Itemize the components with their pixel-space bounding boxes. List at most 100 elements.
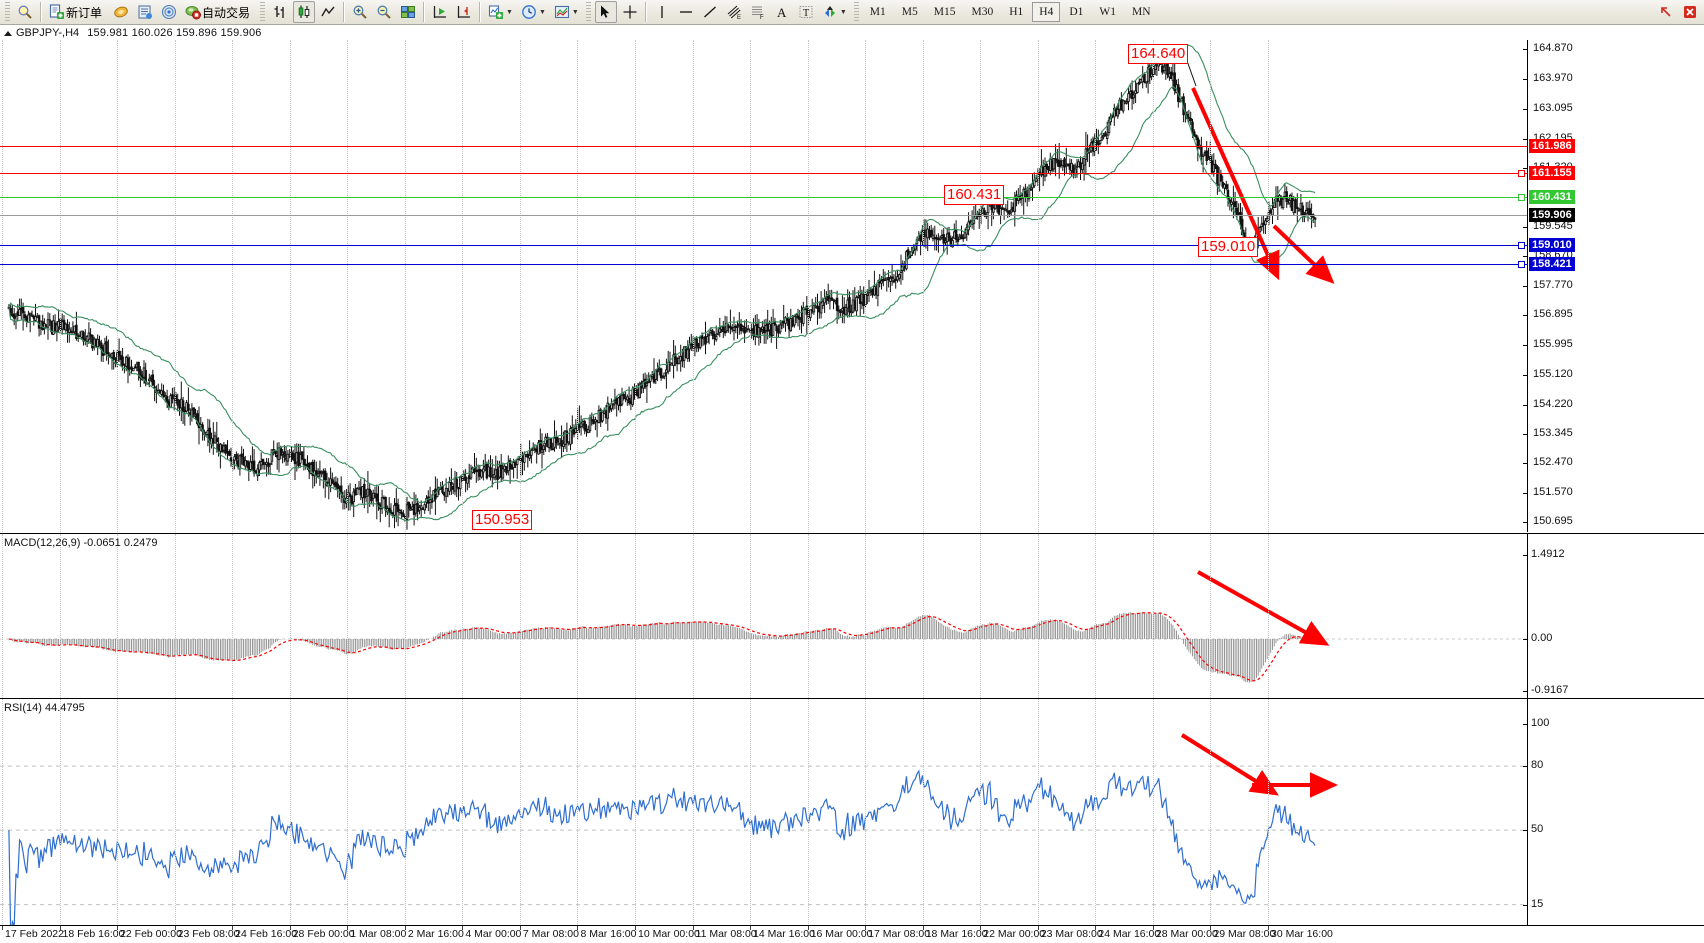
timeframe-w1[interactable]: W1 <box>1099 6 1117 18</box>
price-level-handle[interactable] <box>1518 194 1525 202</box>
fibonacci-tool-button[interactable]: F <box>747 1 769 23</box>
candlestick-chart-button[interactable] <box>293 1 316 23</box>
toolbar-grip-4[interactable] <box>853 2 859 22</box>
price-level-line-159.906[interactable] <box>0 214 1527 216</box>
timeframe-m5[interactable]: M5 <box>901 6 918 18</box>
timeframe-mn[interactable]: MN <box>1132 6 1151 18</box>
text-label-icon: T <box>798 4 814 20</box>
line-chart-button[interactable] <box>317 1 339 23</box>
macd-axis-tick <box>1523 690 1527 692</box>
text-label-tool-button[interactable]: T <box>795 1 817 23</box>
chart-shift-button[interactable] <box>453 1 475 23</box>
terminal-button[interactable] <box>134 1 156 23</box>
crosshair-icon <box>622 4 638 20</box>
collapse-triangle-icon[interactable] <box>4 30 12 36</box>
price-chart-pane[interactable]: 164.870163.970163.095162.195161.320160.4… <box>0 40 1704 532</box>
timeframe-m30[interactable]: M30 <box>971 6 994 18</box>
rsi-pane[interactable]: RSI(14) 44.4795 100 80 50 15 <box>0 698 1704 937</box>
price-axis-label: 156.895 <box>1533 308 1573 321</box>
chart-gridline <box>807 534 809 698</box>
rsi-y-axis <box>1527 699 1528 926</box>
search-icon-button[interactable] <box>14 1 36 23</box>
price-level-line-159.010[interactable] <box>0 244 1527 246</box>
chart-gridline <box>519 534 521 698</box>
time-axis-label: 17 Feb 2022 <box>5 928 64 940</box>
cursor-tool-button[interactable] <box>594 1 617 23</box>
horizontal-line-icon <box>678 4 694 20</box>
auto-scroll-icon <box>432 4 448 20</box>
trendline-icon <box>702 4 718 20</box>
svg-text:E: E <box>737 15 741 20</box>
price-axis-tick <box>1523 49 1527 51</box>
vertical-line-tool-button[interactable] <box>651 1 673 23</box>
horizontal-line-tool-button[interactable] <box>675 1 697 23</box>
chevron-down-icon-2[interactable]: ▼ <box>538 8 546 16</box>
chart-gridline <box>59 40 61 532</box>
text-tool-button[interactable]: A <box>771 1 793 23</box>
auto-trading-label: 自动交易 <box>202 5 251 20</box>
tile-windows-button[interactable] <box>397 1 419 23</box>
price-axis-label: 155.120 <box>1533 367 1573 380</box>
autotrading-layers-button[interactable] <box>110 1 132 23</box>
chart-annotation-164.640[interactable]: 164.640 <box>1128 44 1189 64</box>
toolbar-grip[interactable] <box>5 2 10 22</box>
price-level-handle[interactable] <box>1518 261 1525 269</box>
timeframe-m15[interactable]: M15 <box>933 6 956 18</box>
price-tag-161.986: 161.986 <box>1529 138 1575 153</box>
auto-trading-button[interactable]: 自动交易 <box>182 1 256 23</box>
time-axis-label: 22 Feb 00:00 <box>120 928 182 940</box>
price-level-handle[interactable] <box>1518 170 1525 178</box>
close-button[interactable] <box>1679 1 1701 23</box>
price-level-line-161.155[interactable] <box>0 173 1527 175</box>
chevron-down-icon-3[interactable]: ▼ <box>571 8 579 16</box>
tile-windows-icon <box>400 4 416 20</box>
trendline-tool-button[interactable] <box>699 1 721 23</box>
bar-chart-icon <box>272 4 288 20</box>
price-y-axis <box>1527 40 1528 532</box>
chart-annotation-159.010[interactable]: 159.010 <box>1198 237 1259 257</box>
price-level-line-158.421[interactable] <box>0 264 1527 266</box>
price-axis-tick <box>1523 492 1527 494</box>
chart-annotation-160.431[interactable]: 160.431 <box>944 185 1005 205</box>
macd-pane[interactable]: MACD(12,26,9) -0.0651 0.2479 1.4912 0.00 -… <box>0 533 1704 698</box>
price-level-handle[interactable] <box>1518 241 1525 249</box>
auto-scroll-button[interactable] <box>429 1 451 23</box>
chart-gridline <box>1210 699 1212 926</box>
chart-annotation-150.953[interactable]: 150.953 <box>472 510 533 530</box>
chart-gridline <box>577 534 579 698</box>
new-order-button[interactable]: 新订单 <box>46 1 108 23</box>
chart-shift-icon <box>456 4 472 20</box>
zoom-in-button[interactable] <box>349 1 371 23</box>
price-axis-label: 159.545 <box>1533 219 1573 232</box>
svg-text:T: T <box>803 8 809 19</box>
new-order-icon <box>49 4 65 20</box>
price-level-line-161.986[interactable] <box>0 145 1527 147</box>
equidistant-channel-button[interactable]: E <box>723 1 745 23</box>
chevron-down-icon-4[interactable]: ▼ <box>839 8 847 16</box>
timeframe-d1[interactable]: D1 <box>1069 6 1084 18</box>
timeframe-m1[interactable]: M1 <box>869 6 886 18</box>
timeframe-h1[interactable]: H1 <box>1009 6 1024 18</box>
time-axis-label: 18 Mar 16:00 <box>925 928 988 940</box>
arrows-tool-button[interactable]: ▼ <box>819 1 850 23</box>
add-indicator-button[interactable]: ▼ <box>485 1 516 23</box>
price-level-line-160.431[interactable] <box>0 197 1527 199</box>
ohlc-values: 159.981 160.026 159.896 159.906 <box>87 27 262 39</box>
price-axis-tick <box>1523 315 1527 317</box>
time-axis-label: 17 Mar 08:00 <box>868 928 931 940</box>
timeframe-h4[interactable]: H4 <box>1032 2 1061 22</box>
toolbar-grip-3[interactable] <box>585 2 591 22</box>
chart-gridline <box>922 534 924 698</box>
maximize-button[interactable] <box>1655 1 1677 23</box>
rsi-axis-tick <box>1523 830 1527 832</box>
chevron-down-icon[interactable]: ▼ <box>506 8 513 16</box>
period-button[interactable]: ▼ <box>518 1 549 23</box>
toolbar-grip-2[interactable] <box>260 2 266 22</box>
templates-button[interactable]: ▼ <box>551 1 582 23</box>
navigator-button[interactable] <box>158 1 180 23</box>
price-axis-label: 151.570 <box>1533 485 1573 498</box>
zoom-out-button[interactable] <box>373 1 395 23</box>
bar-chart-button[interactable] <box>269 1 291 23</box>
crosshair-tool-button[interactable] <box>619 1 641 23</box>
time-axis-tick <box>1152 926 1154 930</box>
